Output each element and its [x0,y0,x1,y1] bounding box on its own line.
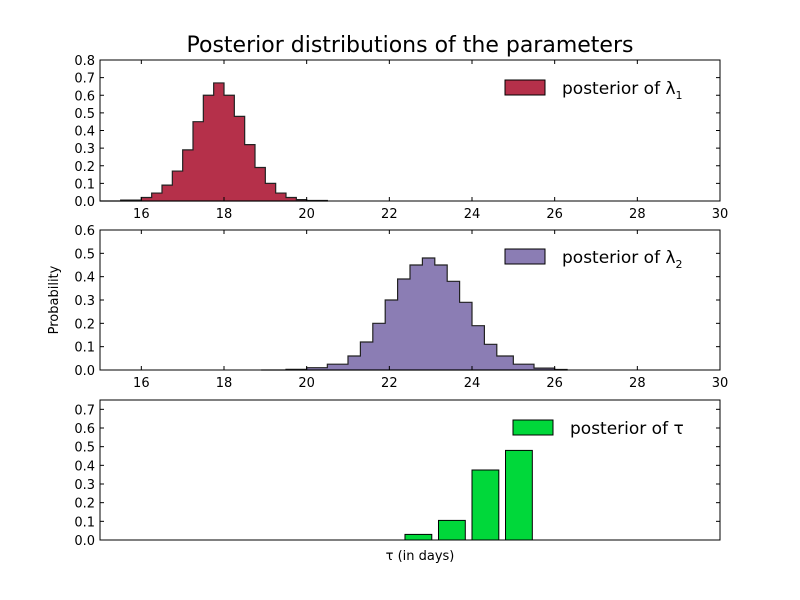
x-tick-label: 16 [133,376,150,391]
lambda1-posterior-panel: 0.0 0.1 0.2 0.3 0.4 0.5 0.6 0.7 0.8 16 18 20 22 24 26 2… [74,54,728,222]
x-tick-label: 20 [298,207,315,222]
y-tick-label: 0.4 [74,459,95,474]
y-tick-label: 0.3 [74,294,95,309]
y-tick-label: 0.2 [74,160,95,175]
y-tick-label: 0.7 [74,72,95,87]
x-tick-label: 26 [546,207,563,222]
x-tick-label: 30 [712,376,729,391]
y-tick-label: 0.2 [74,317,95,332]
x-tick-label: 24 [464,376,481,391]
y-tick-label: 0.0 [74,195,95,210]
y-tick-label: 0.7 [74,403,95,418]
legend-subscript: 2 [676,258,683,271]
axes-frame [99,399,721,541]
y-tick-label: 0.8 [74,54,95,69]
tau-bar [471,469,500,541]
y-tick-label: 0.5 [74,441,95,456]
x-axis-label: τ (in days) [386,549,455,564]
x-tick-label: 22 [381,376,398,391]
tau-bar [404,533,433,541]
y-tick-label: 0.6 [74,422,95,437]
y-tick-label: 0.4 [74,125,95,140]
x-tick-label: 20 [298,376,315,391]
legend-swatch [512,419,554,436]
legend: posterior of τ [512,419,684,439]
y-tick-label: 0.3 [74,142,95,157]
legend-swatch [504,79,546,96]
legend-label: posterior of τ [570,419,684,439]
y-tick-label: 0.5 [74,107,95,122]
x-tick-label: 28 [629,376,646,391]
x-tick-label: 26 [546,376,563,391]
legend-subscript: 1 [676,89,683,102]
legend-swatch [504,248,546,265]
histogram-area [261,257,568,371]
legend-label: posterior of λ2 [562,248,683,271]
y-tick-label: 0.5 [74,247,95,262]
legend: posterior of λ2 [504,248,683,271]
shared-y-axis-label: Probability [47,265,62,334]
y-tick-label: 0.0 [74,364,95,379]
y-tick-label: 0.4 [74,271,95,286]
tau-posterior-panel: 0.0 0.1 0.2 0.3 0.4 0.5 0.6 0.7 τ (in days) poste… [74,399,721,564]
y-tick-label: 0.6 [74,224,95,239]
y-tick-label: 0.1 [74,515,95,530]
x-tick-label: 18 [216,376,233,391]
y-tick-label: 0.2 [74,497,95,512]
x-tick-label: 24 [464,207,481,222]
x-tick-label: 28 [629,207,646,222]
x-tick-label: 16 [133,207,150,222]
tau-bar [437,519,466,541]
lambda2-posterior-panel: 0.0 0.1 0.2 0.3 0.4 0.5 0.6 16 18 20 22 24 26 28 30 pos… [74,224,728,391]
y-tick-label: 0.1 [74,341,95,356]
histogram-area [100,82,328,202]
y-tick-label: 0.0 [74,534,95,549]
legend: posterior of λ1 [504,79,683,102]
tau-bar [505,449,533,541]
x-tick-label: 22 [381,207,398,222]
y-tick-label: 0.3 [74,478,95,493]
figure-title: Posterior distributions of the parameter… [187,33,634,58]
y-tick-label: 0.6 [74,89,95,104]
y-tick-label: 0.1 [74,177,95,192]
x-tick-label: 30 [712,207,729,222]
legend-label: posterior of λ1 [562,79,683,102]
x-tick-label: 18 [216,207,233,222]
